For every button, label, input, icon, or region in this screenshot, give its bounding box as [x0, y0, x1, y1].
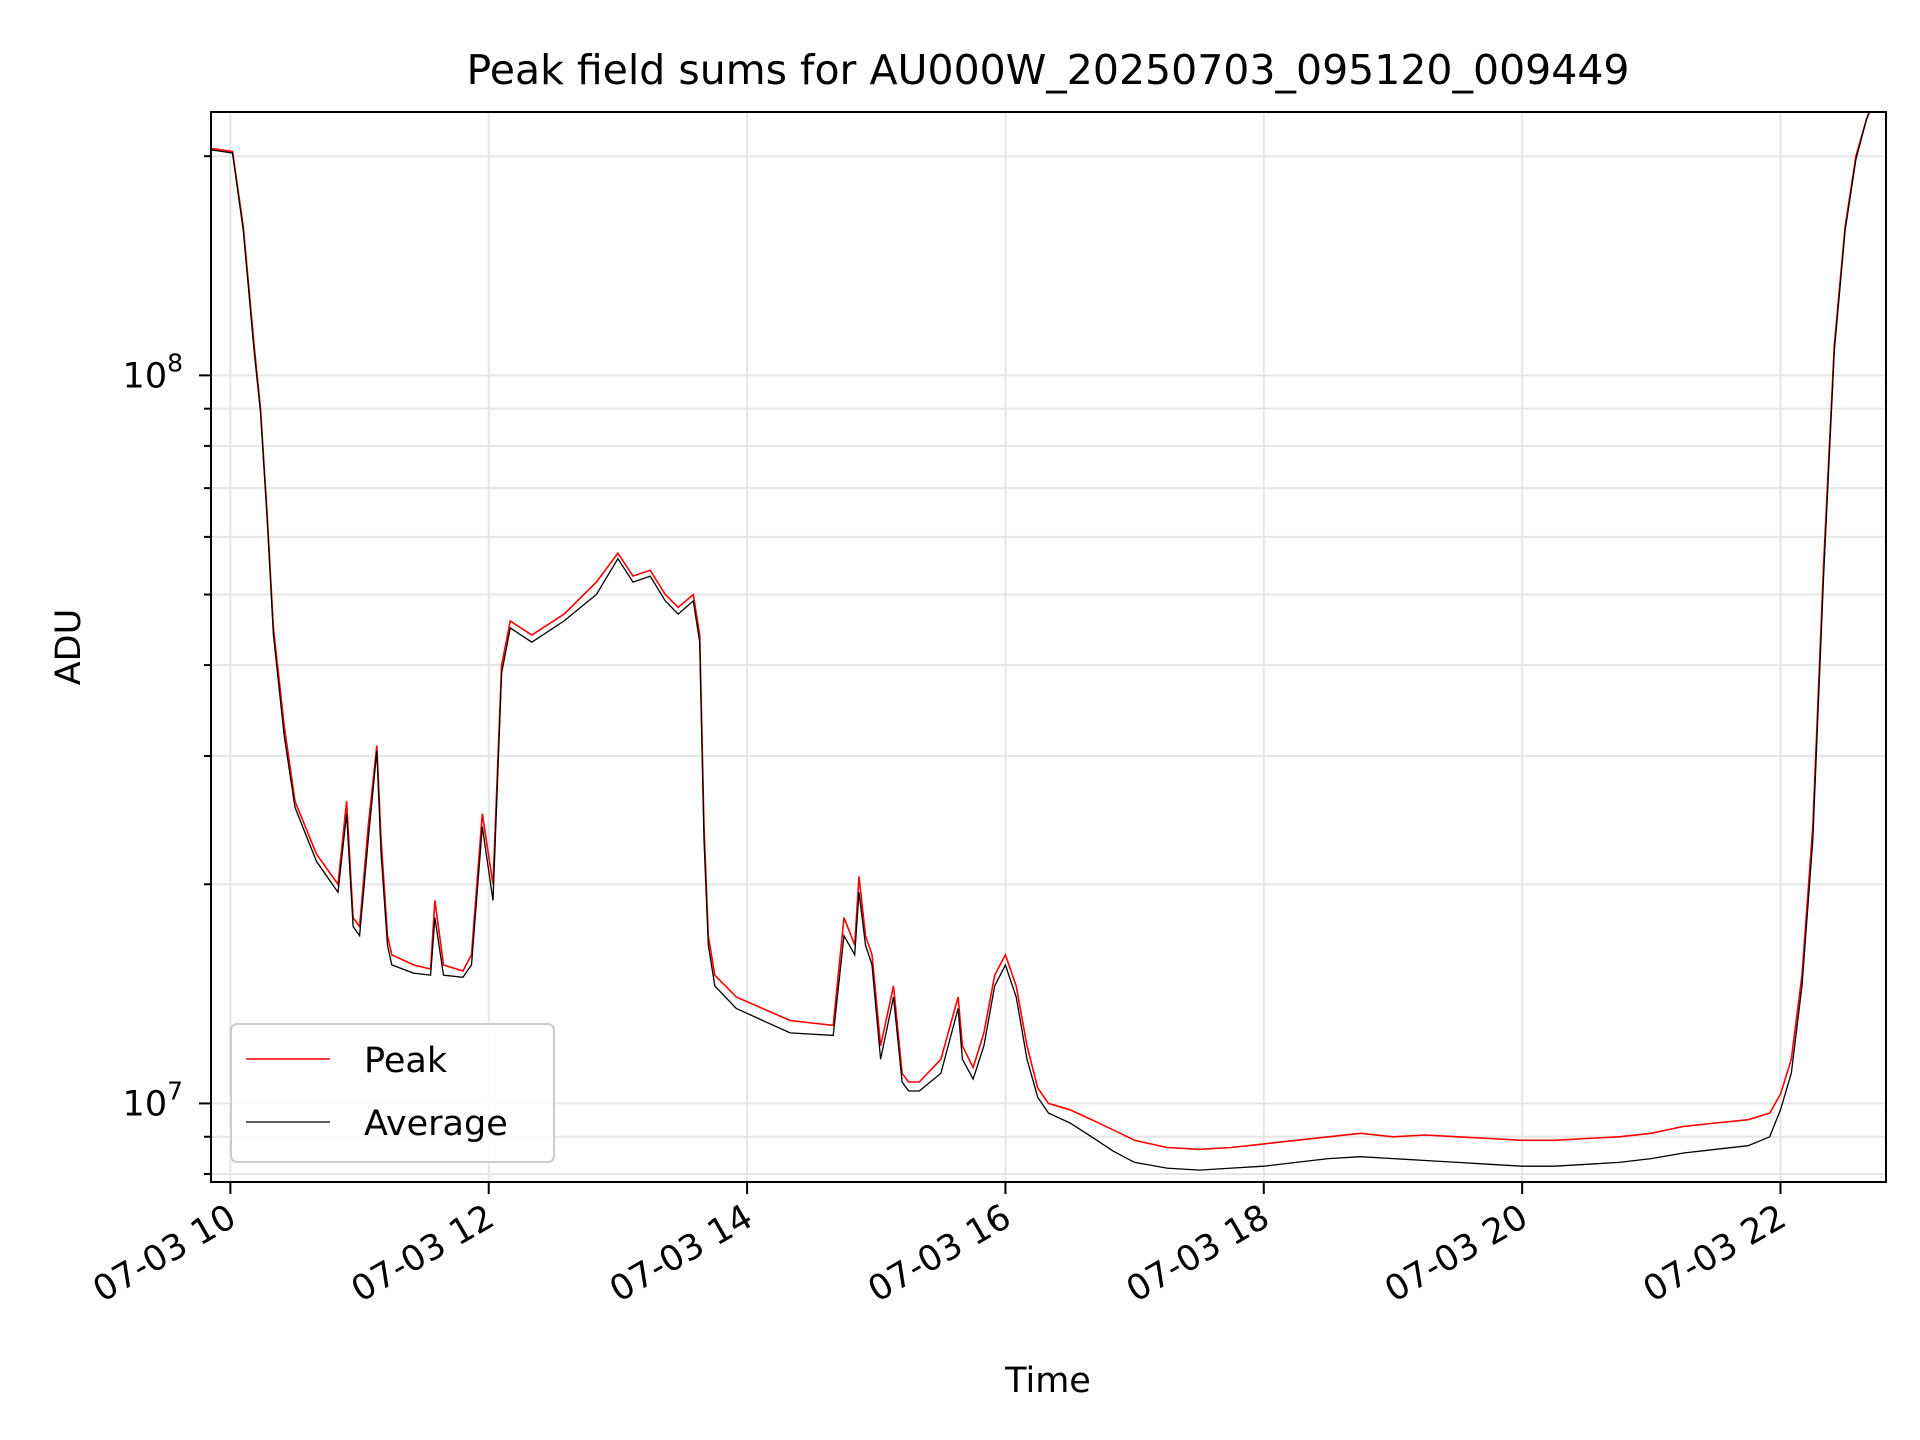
x-axis-label: Time — [1004, 1361, 1091, 1401]
series-line-peak — [211, 112, 1871, 1151]
legend-label-peak: Peak — [364, 1041, 448, 1081]
legend-label-average: Average — [364, 1104, 508, 1144]
y-axis-label: ADU — [49, 609, 89, 686]
legend: Peak Average — [230, 1023, 555, 1163]
y-tick-label: 107 — [123, 1076, 183, 1124]
plot-frame — [210, 111, 1887, 1183]
chart-title: Peak field sums for AU000W_20250703_0951… — [466, 46, 1629, 94]
series-line-average — [211, 112, 1871, 1171]
y-tick-label: 108 — [123, 348, 183, 396]
